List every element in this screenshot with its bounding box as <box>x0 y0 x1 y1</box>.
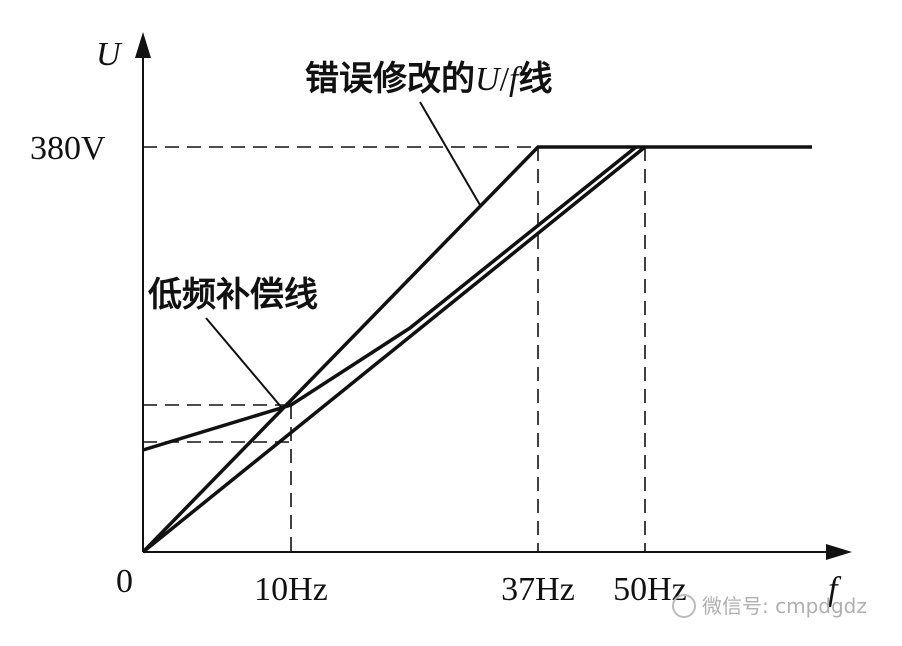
standard-uf-line <box>141 145 647 554</box>
callout: 错误修改的U/f线 <box>305 59 552 99</box>
watermark-icon <box>672 594 696 618</box>
callout: 低频补偿线 <box>148 275 318 315</box>
wrong-uf-line <box>141 145 812 554</box>
callout-part: 错误修改的 <box>305 59 475 99</box>
y-mark: 380V <box>30 130 106 167</box>
y-arrow <box>135 32 151 58</box>
origin-label: 0 <box>116 563 133 600</box>
x-arrow <box>826 544 852 560</box>
compensation-line <box>142 145 638 452</box>
y-label: U <box>96 36 123 73</box>
leader <box>205 317 283 409</box>
callout-part: U <box>475 61 502 98</box>
callout-part: 线 <box>518 59 552 99</box>
x-mark: 37Hz <box>501 571 575 608</box>
x-mark: 10Hz <box>254 571 328 608</box>
callout-part: / <box>500 61 510 98</box>
watermark: 微信号: cmpdgdz <box>702 594 867 618</box>
leader <box>419 101 481 206</box>
x-mark: 50Hz <box>613 571 687 608</box>
